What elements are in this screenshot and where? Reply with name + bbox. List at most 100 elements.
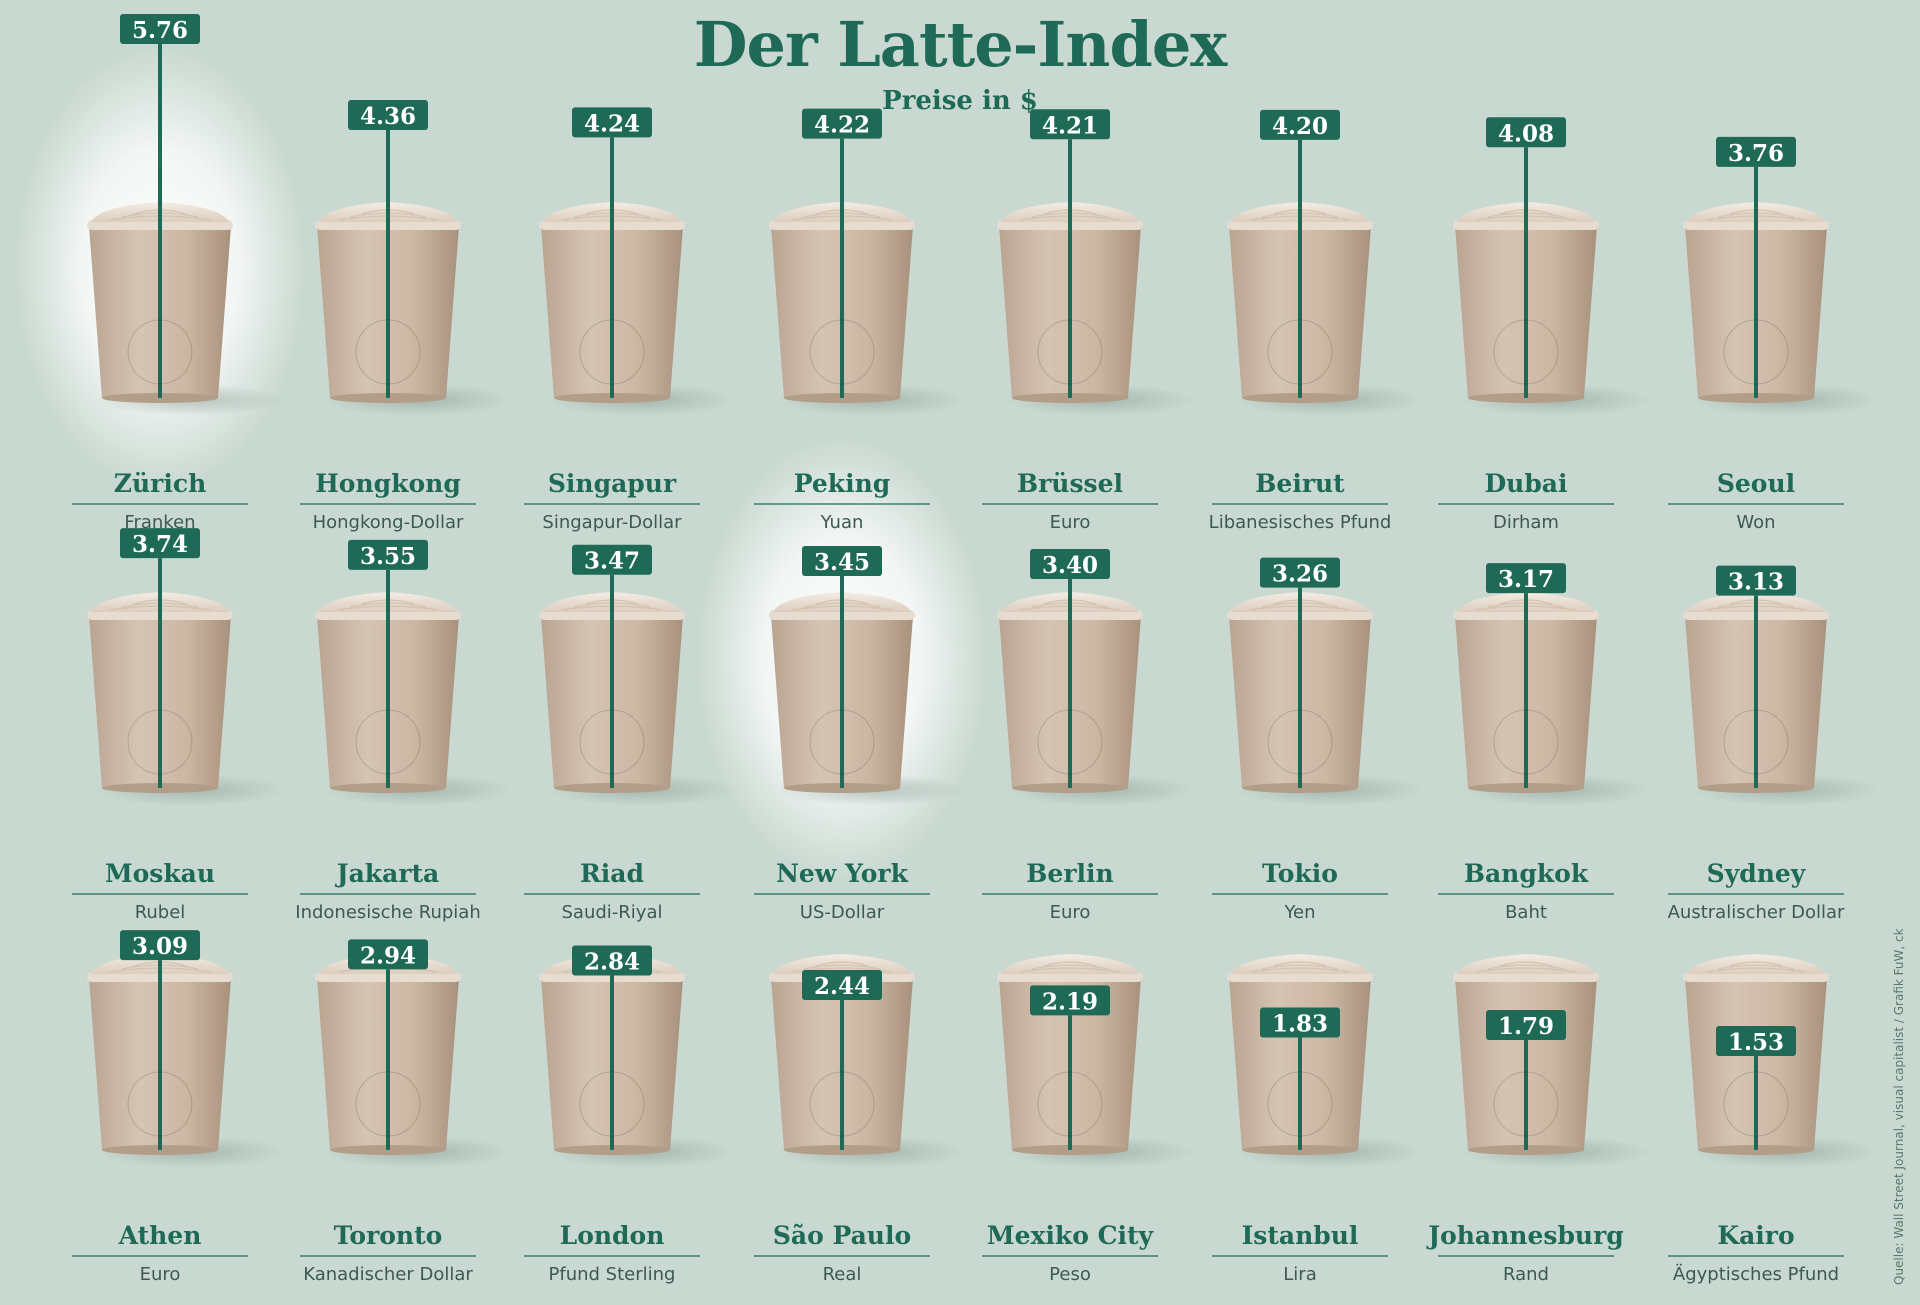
cup-group: 2.84 London Pfund Sterling bbox=[524, 945, 737, 1285]
value-label-text: 3.76 bbox=[1728, 140, 1784, 167]
cup-group: 3.76 Seoul Won bbox=[1668, 136, 1881, 533]
cup-group: 2.94 Toronto Kanadischer Dollar bbox=[300, 939, 513, 1285]
value-label: 1.79 bbox=[1486, 1009, 1566, 1040]
flag-turkey-icon bbox=[1267, 1071, 1333, 1137]
value-label: 4.20 bbox=[1260, 109, 1340, 140]
flag-canada-icon bbox=[355, 1071, 421, 1137]
value-label-text: 1.53 bbox=[1728, 1029, 1784, 1056]
currency-label: US-Dollar bbox=[800, 902, 885, 923]
currency-label: Euro bbox=[1050, 512, 1091, 533]
cup-group: 4.21 Brüssel Euro bbox=[982, 109, 1195, 533]
value-label-text: 3.26 bbox=[1272, 561, 1328, 588]
currency-label: Yuan bbox=[820, 512, 864, 533]
city-label: Toronto bbox=[334, 1221, 443, 1250]
value-label: 3.17 bbox=[1486, 563, 1566, 594]
chart-subtitle: Preise in $ bbox=[882, 86, 1038, 116]
value-label-text: 3.47 bbox=[584, 548, 640, 575]
value-label-text: 1.83 bbox=[1272, 1011, 1328, 1038]
cup-group: 3.26 Tokio Yen bbox=[1212, 557, 1425, 923]
currency-label: Real bbox=[823, 1264, 862, 1285]
currency-label: Libanesisches Pfund bbox=[1209, 512, 1392, 533]
flag-singapore-icon bbox=[579, 319, 645, 385]
cup-group: 4.24 Singapur Singapur-Dollar bbox=[524, 107, 737, 533]
city-label: Hongkong bbox=[315, 469, 461, 498]
value-label-text: 3.13 bbox=[1728, 569, 1784, 596]
value-label-text: 1.79 bbox=[1498, 1013, 1554, 1040]
value-label: 4.08 bbox=[1486, 117, 1566, 148]
cup-group: 3.74 Moskau Rubel bbox=[72, 528, 285, 923]
cup-group: 4.36 Hongkong Hongkong-Dollar bbox=[300, 100, 513, 533]
value-label: 3.74 bbox=[120, 528, 200, 559]
flag-egypt-icon bbox=[1723, 1071, 1789, 1137]
value-label-text: 3.74 bbox=[132, 531, 188, 558]
value-label-text: 4.20 bbox=[1272, 113, 1328, 140]
city-label: Beirut bbox=[1255, 469, 1345, 498]
value-label: 1.53 bbox=[1716, 1025, 1796, 1056]
value-label-text: 2.94 bbox=[360, 942, 416, 969]
value-label: 1.83 bbox=[1260, 1007, 1340, 1038]
currency-label: Ägyptisches Pfund bbox=[1673, 1264, 1839, 1285]
city-label: Peking bbox=[794, 469, 891, 498]
value-label-text: 4.21 bbox=[1042, 112, 1098, 139]
currency-label: Euro bbox=[1050, 902, 1091, 923]
currency-label: Peso bbox=[1049, 1264, 1091, 1285]
value-label: 3.47 bbox=[572, 544, 652, 575]
city-label: Tokio bbox=[1262, 859, 1338, 888]
currency-label: Rubel bbox=[135, 902, 186, 923]
flag-belgium-icon bbox=[1037, 319, 1103, 385]
value-label-text: 5.76 bbox=[132, 17, 188, 44]
city-label: Seoul bbox=[1717, 469, 1795, 498]
currency-label: Saudi-Riyal bbox=[562, 902, 663, 923]
value-label: 3.26 bbox=[1260, 557, 1340, 588]
flag-uk-icon bbox=[579, 1071, 645, 1137]
value-label: 4.21 bbox=[1030, 109, 1110, 139]
value-label: 3.76 bbox=[1716, 136, 1796, 167]
flag-greece-icon bbox=[127, 1071, 193, 1137]
city-label: Bangkok bbox=[1464, 859, 1589, 888]
flag-australia-icon bbox=[1723, 709, 1789, 775]
cup-group: 3.55 Jakarta Indonesische Rupiah bbox=[295, 539, 513, 923]
cup-group: 4.20 Beirut Libanesisches Pfund bbox=[1209, 109, 1425, 533]
cup-group: 3.13 Sydney Australischer Dollar bbox=[1668, 565, 1881, 923]
value-label: 3.13 bbox=[1716, 565, 1796, 596]
flag-thailand-icon bbox=[1493, 709, 1559, 775]
flag-south-africa-icon bbox=[1493, 1071, 1559, 1137]
city-label: Athen bbox=[118, 1221, 202, 1250]
value-label-text: 3.09 bbox=[132, 933, 188, 960]
value-label-text: 2.84 bbox=[584, 948, 640, 975]
city-label: Jakarta bbox=[335, 859, 439, 888]
city-label: Berlin bbox=[1026, 859, 1113, 888]
value-label: 3.09 bbox=[120, 930, 200, 961]
value-label-text: 4.36 bbox=[360, 103, 416, 130]
city-label: Kairo bbox=[1717, 1221, 1794, 1250]
city-label: Johannesburg bbox=[1426, 1221, 1624, 1250]
cup-group: 4.22 Peking Yuan bbox=[754, 108, 967, 533]
value-label: 2.19 bbox=[1030, 985, 1110, 1016]
cup-group: 3.09 Athen Euro bbox=[72, 930, 285, 1285]
flag-germany-icon bbox=[1037, 709, 1103, 775]
currency-label: Kanadischer Dollar bbox=[303, 1264, 473, 1285]
cup-group: 5.76 Zürich Franken bbox=[72, 14, 285, 533]
value-label: 3.40 bbox=[1030, 549, 1110, 580]
chart-title: Der Latte-Index bbox=[693, 8, 1228, 81]
currency-label: Hongkong-Dollar bbox=[313, 512, 464, 533]
flag-mexico-icon bbox=[1037, 1071, 1103, 1137]
value-label-text: 3.55 bbox=[360, 543, 416, 570]
currency-label: Baht bbox=[1505, 902, 1547, 923]
value-label-text: 3.40 bbox=[1042, 552, 1098, 579]
city-label: Mexiko City bbox=[987, 1221, 1155, 1250]
value-label-text: 3.17 bbox=[1498, 566, 1554, 593]
value-label: 3.55 bbox=[348, 539, 428, 570]
cup-group: 2.19 Mexiko City Peso bbox=[982, 954, 1195, 1285]
currency-label: Franken bbox=[124, 512, 195, 533]
city-label: Sydney bbox=[1707, 859, 1807, 888]
cup-group: 2.44 São Paulo Real bbox=[754, 954, 967, 1285]
city-label: Dubai bbox=[1484, 469, 1567, 498]
cup-group: 1.79 Johannesburg Rand bbox=[1426, 954, 1651, 1285]
currency-label: Dirham bbox=[1493, 512, 1559, 533]
cup-group: 3.40 Berlin Euro bbox=[982, 549, 1195, 923]
city-label: São Paulo bbox=[773, 1221, 911, 1250]
currency-label: Won bbox=[1736, 512, 1775, 533]
flag-china-icon bbox=[809, 319, 875, 385]
